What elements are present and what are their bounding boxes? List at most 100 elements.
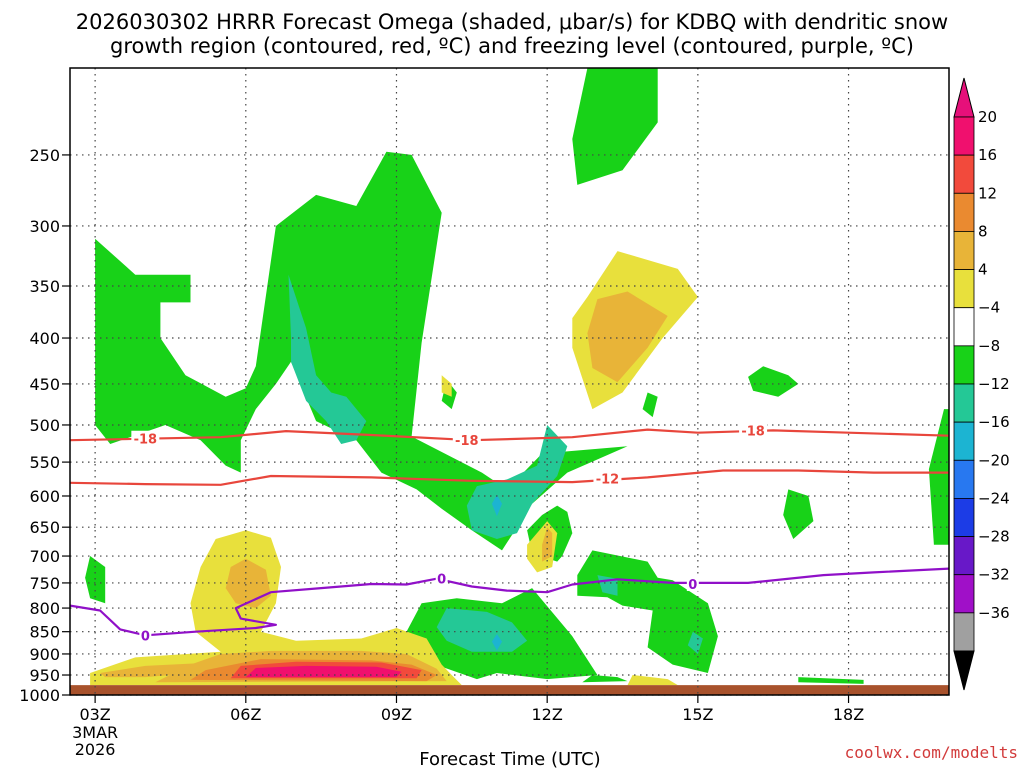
omega-shading — [85, 68, 949, 686]
x-tick-label-03Z: 03Z — [79, 705, 110, 724]
plot-frame — [69, 67, 950, 696]
x-tick-date: 3MAR — [72, 723, 118, 742]
colorbar-swatch-9 — [953, 459, 975, 499]
omega-region-11 — [642, 392, 658, 418]
contour-label-2-0: 0 — [141, 629, 150, 644]
colorbar: 20 16 12 8 4 −4 −8 −12 −16 −20 −24 −28 −32 −36 — [953, 77, 1010, 691]
colorbar-swatch-13 — [953, 612, 975, 652]
y-tick-label-1000: 1000 — [19, 686, 60, 705]
x-tick-year: 2026 — [75, 740, 116, 759]
colorbar-label-9: −20 — [978, 451, 1010, 469]
contour-line-1 — [70, 469, 949, 486]
colorbar-label-0: 20 — [978, 108, 997, 126]
colorbar-swatch-3 — [953, 231, 975, 270]
y-tick-label-900: 900 — [29, 645, 60, 664]
omega-region-9 — [798, 677, 864, 684]
omega-region-5 — [928, 409, 949, 545]
omega-region-22 — [441, 375, 452, 397]
colorbar-swatch-7 — [953, 383, 975, 423]
omega-region-8 — [582, 675, 628, 683]
colorbar-top-arrow — [953, 77, 975, 118]
y-tick-label-800: 800 — [29, 599, 60, 618]
colorbar-swatch-6 — [953, 345, 975, 385]
colorbar-label-1: 16 — [978, 146, 997, 164]
colorbar-swatch-12 — [953, 574, 975, 614]
colorbar-label-11: −28 — [978, 528, 1010, 546]
colorbar-bottom-arrow — [953, 650, 975, 691]
x-tick-label-09Z: 09Z — [381, 705, 412, 724]
contour-label-bg-2-2 — [686, 575, 699, 591]
omega-region-1 — [85, 556, 106, 604]
y-tick-label-450: 450 — [29, 375, 60, 394]
contour-label-2-1: 0 — [437, 573, 446, 588]
omega-region-3 — [748, 366, 799, 397]
contour-label-1-0: -12 — [596, 473, 620, 488]
y-tick-label-300: 300 — [29, 217, 60, 236]
omega-region-4 — [783, 489, 814, 539]
contour-label-bg-0-1 — [452, 432, 481, 448]
x-tick-label-15Z: 15Z — [682, 705, 713, 724]
contour-label-bg-2-1 — [435, 570, 448, 586]
y-tick-label-700: 700 — [29, 547, 60, 566]
y-tick-label-850: 850 — [29, 623, 60, 642]
contour-label-bg-1-0 — [593, 470, 622, 486]
contour-label-bg-2-0 — [139, 627, 152, 643]
terrain-rect — [70, 685, 949, 695]
omega-region-16 — [687, 631, 703, 654]
colorbar-swatch-11 — [953, 536, 975, 576]
omega-region-2 — [572, 68, 658, 185]
colorbar-swatch-10 — [953, 498, 975, 537]
chart-title-line2: growth region (contoured, red, ºC) and f… — [110, 34, 914, 58]
colorbar-label-7: −12 — [978, 375, 1010, 393]
colorbar-swatch-1 — [953, 154, 975, 194]
colorbar-swatch-2 — [953, 192, 975, 232]
contour-label-0-1: -18 — [455, 434, 479, 449]
colorbar-swatch-5 — [953, 307, 975, 347]
omega-region-28 — [542, 527, 553, 562]
colorbar-swatch-0 — [953, 116, 975, 156]
y-tick-label-500: 500 — [29, 416, 60, 435]
y-tick-label-750: 750 — [29, 574, 60, 593]
colorbar-label-5: −4 — [978, 299, 1000, 317]
omega-region-18 — [491, 634, 502, 651]
colorbar-label-12: −32 — [978, 566, 1010, 584]
contour-labels: -18 -18 -18 -12 0 0 0 — [131, 422, 768, 644]
x-axis-label: Forecast Time (UTC) — [419, 749, 600, 768]
y-tick-label-550: 550 — [29, 453, 60, 472]
contour-label-0-0: -18 — [134, 433, 158, 448]
contour-label-bg-0-0 — [131, 430, 160, 446]
omega-region-12 — [288, 274, 367, 444]
colorbar-label-6: −8 — [978, 337, 1000, 355]
omega-region-31 — [245, 665, 402, 678]
y-tick-label-950: 950 — [29, 666, 60, 685]
y-tick-label-350: 350 — [29, 277, 60, 296]
contour-lines — [70, 428, 949, 637]
y-tick-label-400: 400 — [29, 329, 60, 348]
x-tick-label-06Z: 06Z — [230, 705, 261, 724]
omega-region-19 — [90, 530, 462, 686]
colorbar-label-2: 12 — [978, 184, 997, 202]
colorbar-swatch-4 — [953, 269, 975, 309]
colorbar-swatch-8 — [953, 421, 975, 461]
colorbar-label-13: −36 — [978, 604, 1010, 622]
contour-label-2-2: 0 — [688, 578, 697, 593]
contour-label-0-2: -18 — [741, 424, 765, 439]
colorbar-label-3: 8 — [978, 222, 988, 240]
omega-region-27 — [587, 291, 668, 383]
omega-region-14 — [436, 608, 528, 652]
credit-text: coolwx.com/modelts — [845, 743, 1018, 762]
contour-line-0 — [70, 428, 949, 442]
omega-region-23 — [627, 675, 678, 686]
y-axis: 250 300 350 400 450 500 550 600 650 700 750 800 850 9… — [19, 146, 70, 705]
colorbar-label-4: 4 — [978, 261, 988, 279]
omega-region-17 — [491, 494, 502, 517]
y-tick-label-600: 600 — [29, 487, 60, 506]
x-tick-label-12Z: 12Z — [532, 705, 563, 724]
colorbar-label-10: −24 — [978, 489, 1010, 507]
contour-label-bg-0-2 — [739, 422, 768, 438]
omega-region-6 — [577, 550, 718, 673]
y-tick-label-250: 250 — [29, 146, 60, 165]
y-tick-label-650: 650 — [29, 518, 60, 537]
